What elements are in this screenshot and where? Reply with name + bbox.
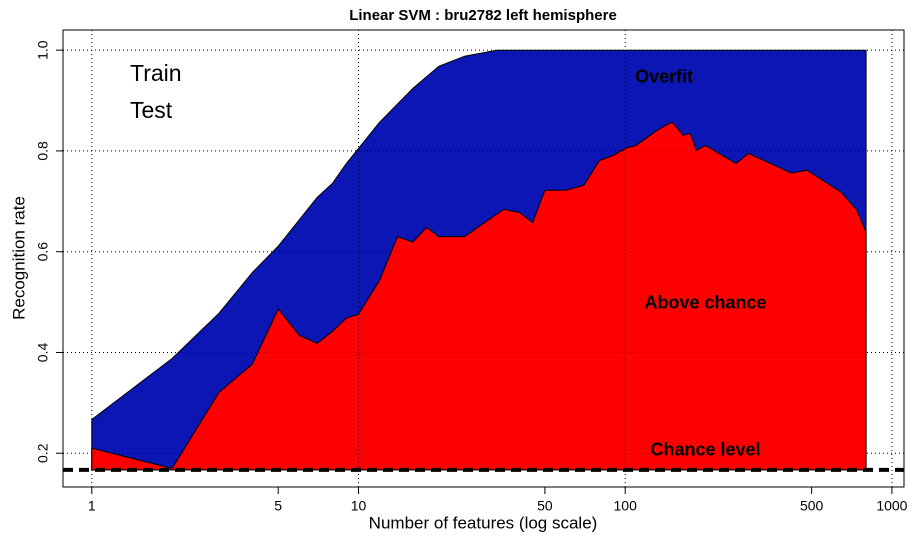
legend-entry: Train [130, 60, 182, 86]
plot-frame [62, 29, 905, 488]
y-tick-label: 0.2 [35, 443, 51, 463]
y-tick-label: 0.6 [35, 242, 51, 262]
y-axis-label: Recognition rate [9, 196, 28, 320]
x-tick-label: 50 [537, 498, 553, 514]
annotation: Chance level [650, 439, 760, 459]
annotation: Above chance [644, 292, 766, 312]
y-tick-label: 0.8 [35, 141, 51, 161]
x-tick-label: 500 [800, 498, 824, 514]
x-tick-label: 10 [351, 498, 367, 514]
x-tick-label: 5 [274, 498, 282, 514]
annotation: Overfit [635, 67, 693, 87]
y-tick-label: 0.4 [35, 343, 51, 363]
area [91, 121, 867, 471]
x-axis-label: Number of features (log scale) [369, 513, 598, 532]
x-tick-label: 1000 [876, 498, 907, 514]
chart-title: Linear SVM : bru2782 left hemisphere [349, 7, 617, 24]
legend-entry: Test [130, 97, 173, 123]
x-tick-label: 100 [614, 498, 638, 514]
y-tick-label: 1.0 [35, 40, 51, 60]
x-tick-label: 1 [88, 498, 96, 514]
